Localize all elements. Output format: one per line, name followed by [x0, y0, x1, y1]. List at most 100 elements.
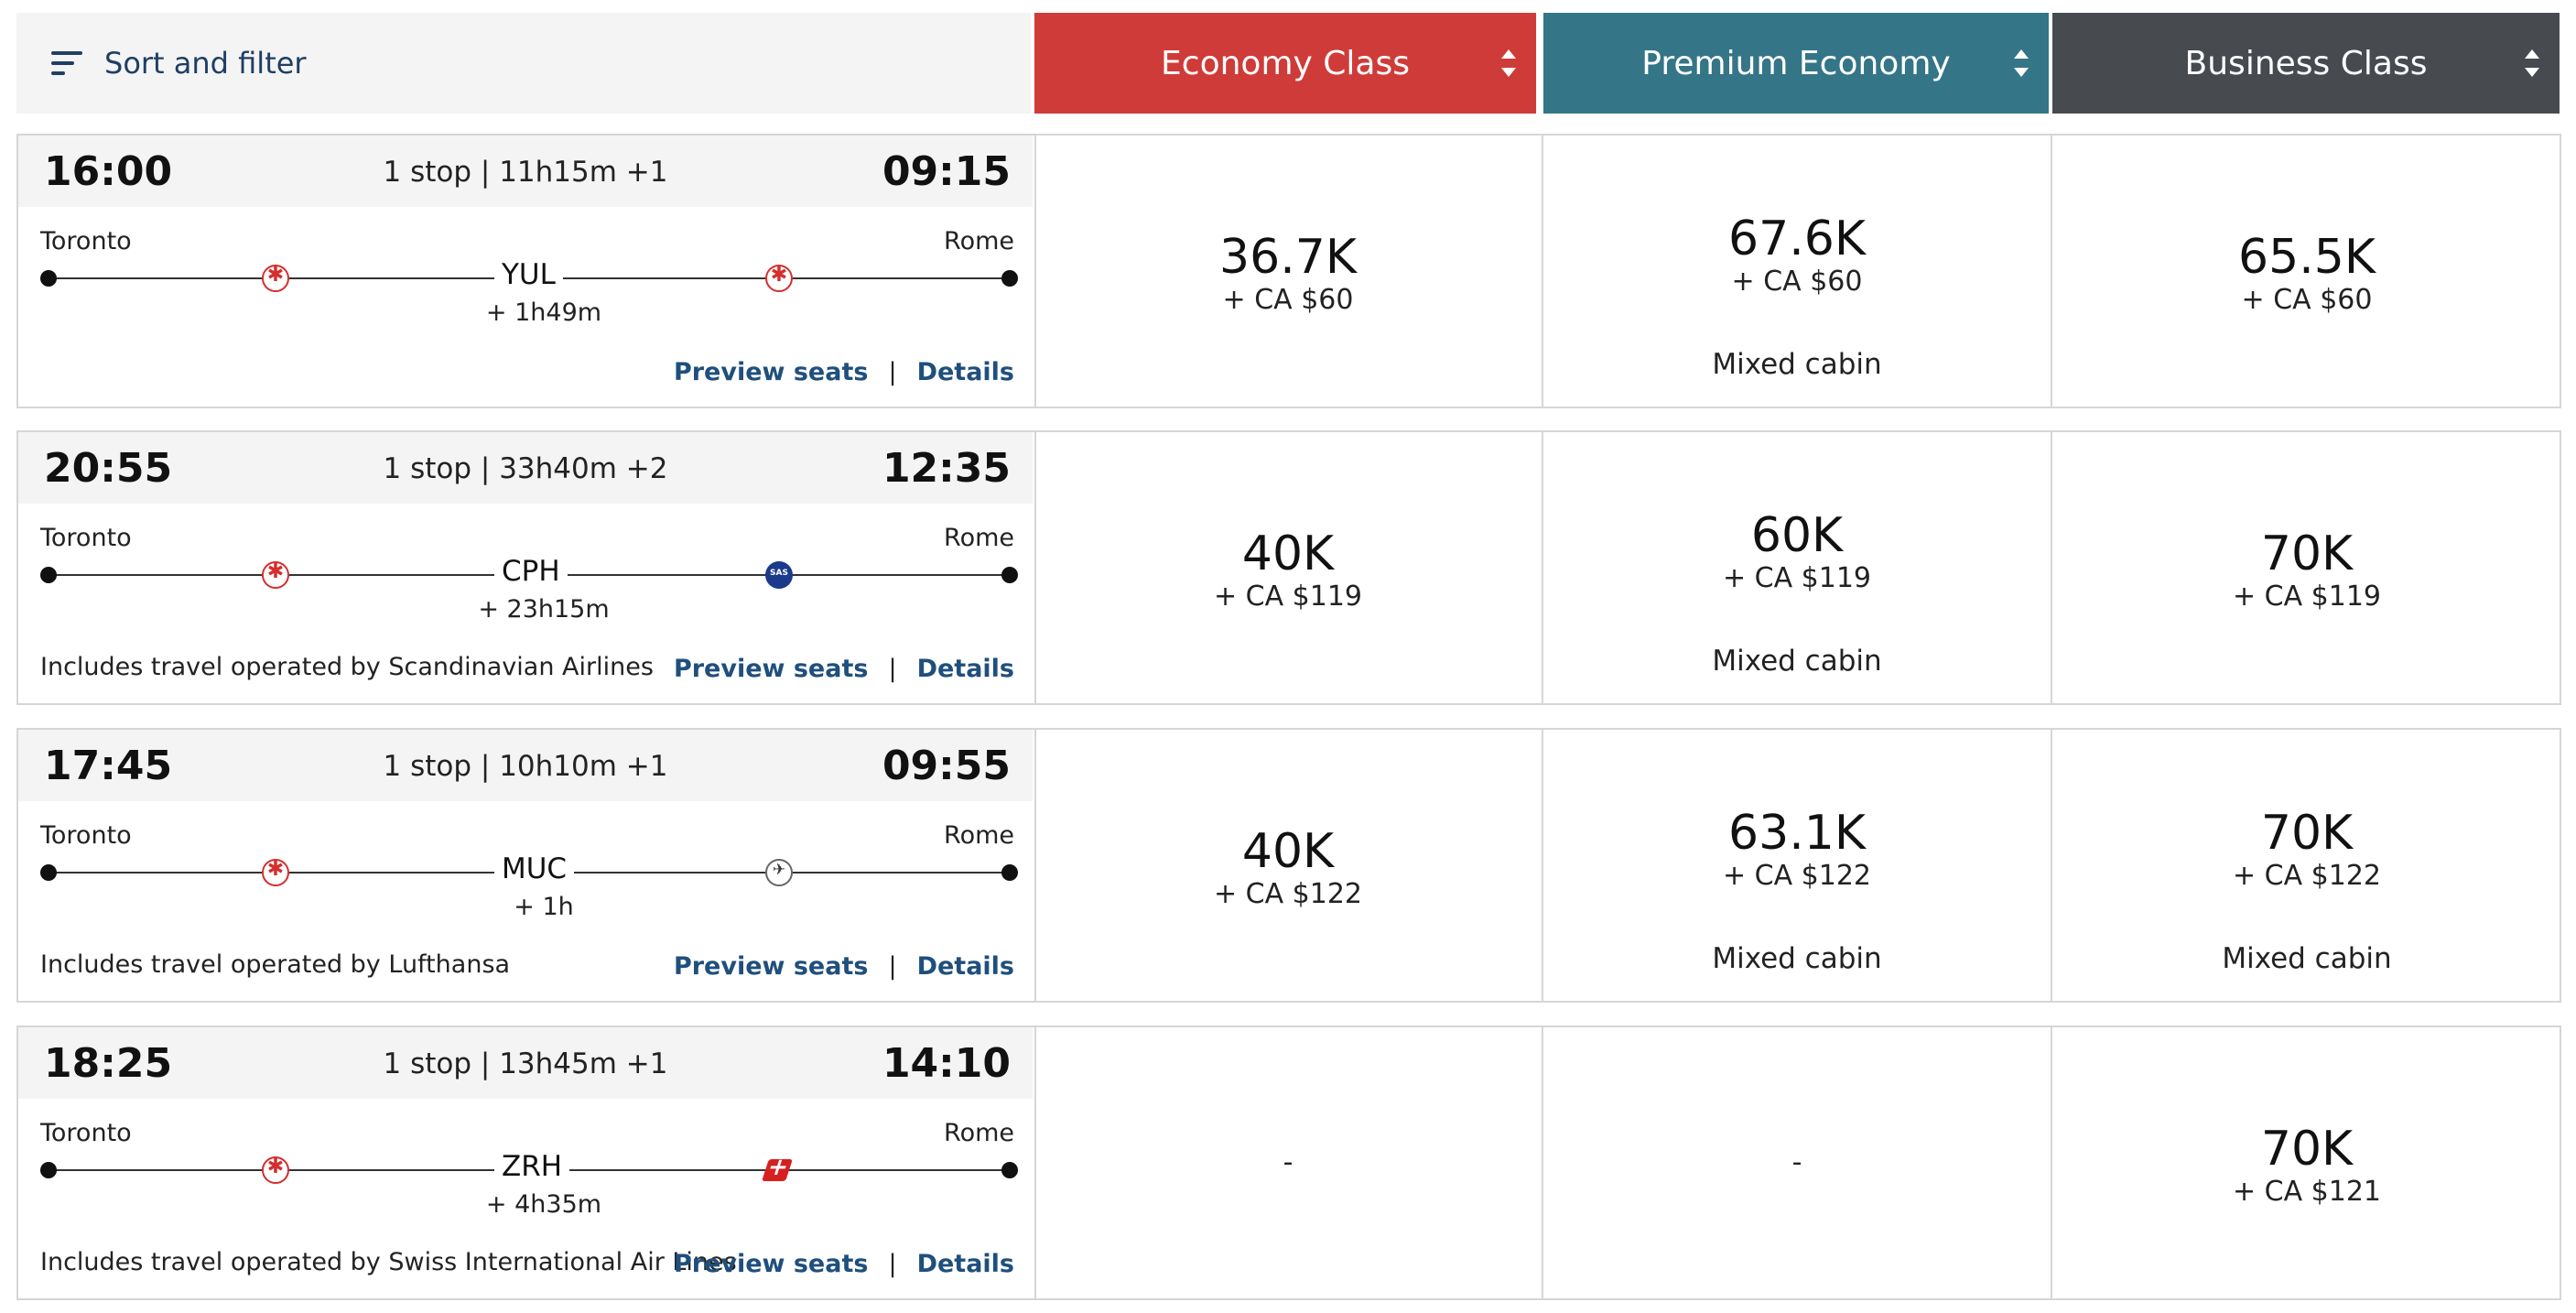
- mixed-cabin-note: Mixed cabin: [2222, 942, 2392, 975]
- departure-time: 20:55: [44, 445, 173, 492]
- sort-arrows-icon: [2525, 49, 2539, 77]
- fare-cell-unavailable: -: [1543, 1027, 2052, 1298]
- details-link[interactable]: Details: [916, 655, 1014, 683]
- destination-dot: [1001, 864, 1018, 881]
- fare-cash: + CA $119: [1722, 562, 1872, 594]
- mixed-cabin-note: Mixed cabin: [1712, 942, 1882, 975]
- stops-duration: 1 stop | 10h10m +1: [383, 750, 668, 783]
- fare-miles: 63.1K: [1728, 806, 1866, 861]
- flight-time-band: [18, 432, 1033, 504]
- stops-duration: 1 stop | 33h40m +2: [383, 452, 668, 485]
- fare-cell[interactable]: 67.6K + CA $60 Mixed cabin: [1543, 136, 2052, 407]
- fare-miles: 60K: [1750, 508, 1844, 563]
- fare-miles: 40K: [1241, 526, 1335, 581]
- business-class-header[interactable]: Business Class: [2052, 13, 2560, 114]
- stops-duration: 1 stop | 11h15m +1: [383, 156, 668, 189]
- origin-city: Toronto: [40, 524, 132, 552]
- fare-miles: 67.6K: [1728, 212, 1866, 266]
- destination-city: Rome: [944, 1119, 1014, 1147]
- mixed-cabin-note: Mixed cabin: [1712, 645, 1882, 678]
- preview-seats-link[interactable]: Preview seats: [673, 952, 869, 981]
- flight-row: 18:25 1 stop | 13h45m +1 14:10 Toronto R…: [16, 1025, 2561, 1300]
- fare-cash: + CA $60: [1222, 284, 1354, 316]
- fare-cash: + CA $122: [2232, 860, 2382, 892]
- operated-by-note: Includes travel operated by Scandinavian…: [40, 653, 654, 681]
- sort-arrows-icon: [2014, 49, 2029, 77]
- fare-cell-unavailable: -: [1034, 1027, 1543, 1298]
- destination-city: Rome: [944, 524, 1014, 552]
- arrival-time: 12:35: [882, 445, 1011, 492]
- destination-city: Rome: [944, 821, 1014, 850]
- fare-cell[interactable]: 70K + CA $121: [2052, 1027, 2561, 1298]
- air-canada-logo-icon: [262, 858, 289, 886]
- fare-miles: 70K: [2260, 806, 2354, 861]
- fare-cash: + CA $121: [2232, 1176, 2382, 1208]
- flight-info: 17:45 1 stop | 10h10m +1 09:55 Toronto R…: [18, 730, 1036, 1001]
- lufthansa-logo-icon: [765, 859, 793, 886]
- arrival-time: 09:15: [882, 148, 1011, 195]
- origin-city: Toronto: [40, 821, 132, 850]
- fare-cell[interactable]: 65.5K + CA $60: [2052, 136, 2561, 407]
- flight-links: Preview seats | Details: [674, 1250, 1014, 1278]
- details-link[interactable]: Details: [916, 952, 1014, 981]
- flight-links: Preview seats | Details: [674, 952, 1014, 981]
- origin-city: Toronto: [40, 227, 132, 255]
- economy-class-header[interactable]: Economy Class: [1034, 13, 1536, 114]
- fare-cell[interactable]: 60K + CA $119 Mixed cabin: [1543, 432, 2052, 703]
- fare-miles: 70K: [2260, 1122, 2354, 1177]
- fare-cash: + CA $119: [1213, 581, 1363, 613]
- fare-cash: + CA $60: [2241, 284, 2373, 316]
- connection-airport: MUC: [494, 852, 575, 885]
- origin-dot: [40, 270, 57, 287]
- air-canada-logo-icon: [262, 264, 289, 292]
- fare-cash: + CA $119: [2232, 581, 2382, 613]
- departure-time: 16:00: [44, 148, 173, 195]
- flight-info: 20:55 1 stop | 33h40m +2 12:35 Toronto R…: [18, 432, 1036, 703]
- fare-cash: + CA $122: [1722, 860, 1872, 892]
- details-link[interactable]: Details: [916, 358, 1014, 386]
- fare-cell[interactable]: 40K + CA $119: [1034, 432, 1543, 703]
- preview-seats-link[interactable]: Preview seats: [673, 358, 869, 386]
- link-separator: |: [888, 655, 897, 683]
- fare-miles: 65.5K: [2238, 230, 2376, 285]
- flight-time-band: [18, 136, 1033, 207]
- arrival-time: 14:10: [882, 1040, 1011, 1087]
- layover-duration: + 1h: [514, 893, 574, 921]
- details-link[interactable]: Details: [916, 1250, 1014, 1278]
- flight-links: Preview seats | Details: [674, 358, 1014, 386]
- sort-icon: [51, 51, 82, 75]
- origin-dot: [40, 567, 57, 583]
- departure-time: 17:45: [44, 743, 173, 789]
- sort-and-filter-label: Sort and filter: [104, 46, 307, 81]
- flight-time-band: [18, 730, 1033, 801]
- departure-time: 18:25: [44, 1040, 173, 1087]
- operated-by-note: Includes travel operated by Lufthansa: [40, 950, 511, 979]
- layover-duration: + 23h15m: [478, 595, 610, 624]
- mixed-cabin-note: Mixed cabin: [1712, 348, 1882, 381]
- preview-seats-link[interactable]: Preview seats: [673, 655, 869, 683]
- destination-city: Rome: [944, 227, 1014, 255]
- air-canada-logo-icon: [262, 560, 289, 589]
- fare-cell[interactable]: 63.1K + CA $122 Mixed cabin: [1543, 730, 2052, 1001]
- stops-duration: 1 stop | 13h45m +1: [383, 1047, 668, 1080]
- connection-airport: CPH: [494, 555, 568, 588]
- cabin-label: Premium Economy: [1641, 44, 1951, 82]
- preview-seats-link[interactable]: Preview seats: [673, 1250, 869, 1278]
- flight-row: 17:45 1 stop | 10h10m +1 09:55 Toronto R…: [16, 728, 2561, 1003]
- fare-cell[interactable]: 70K + CA $122 Mixed cabin: [2052, 730, 2561, 1001]
- sort-and-filter-button[interactable]: Sort and filter: [16, 13, 1031, 114]
- origin-city: Toronto: [40, 1119, 132, 1147]
- link-separator: |: [888, 358, 897, 386]
- flight-info: 16:00 1 stop | 11h15m +1 09:15 Toronto R…: [18, 136, 1036, 407]
- sort-arrows-icon: [1501, 49, 1516, 77]
- premium-economy-header[interactable]: Premium Economy: [1543, 13, 2049, 114]
- link-separator: |: [888, 952, 897, 981]
- origin-dot: [40, 864, 57, 881]
- fare-cell[interactable]: 70K + CA $119: [2052, 432, 2561, 703]
- fare-cell[interactable]: 36.7K + CA $60: [1034, 136, 1543, 407]
- layover-duration: + 4h35m: [485, 1190, 602, 1219]
- unavailable-dash: -: [1791, 1146, 1802, 1178]
- flight-row: 20:55 1 stop | 33h40m +2 12:35 Toronto R…: [16, 430, 2561, 705]
- fare-cell[interactable]: 40K + CA $122: [1034, 730, 1543, 1001]
